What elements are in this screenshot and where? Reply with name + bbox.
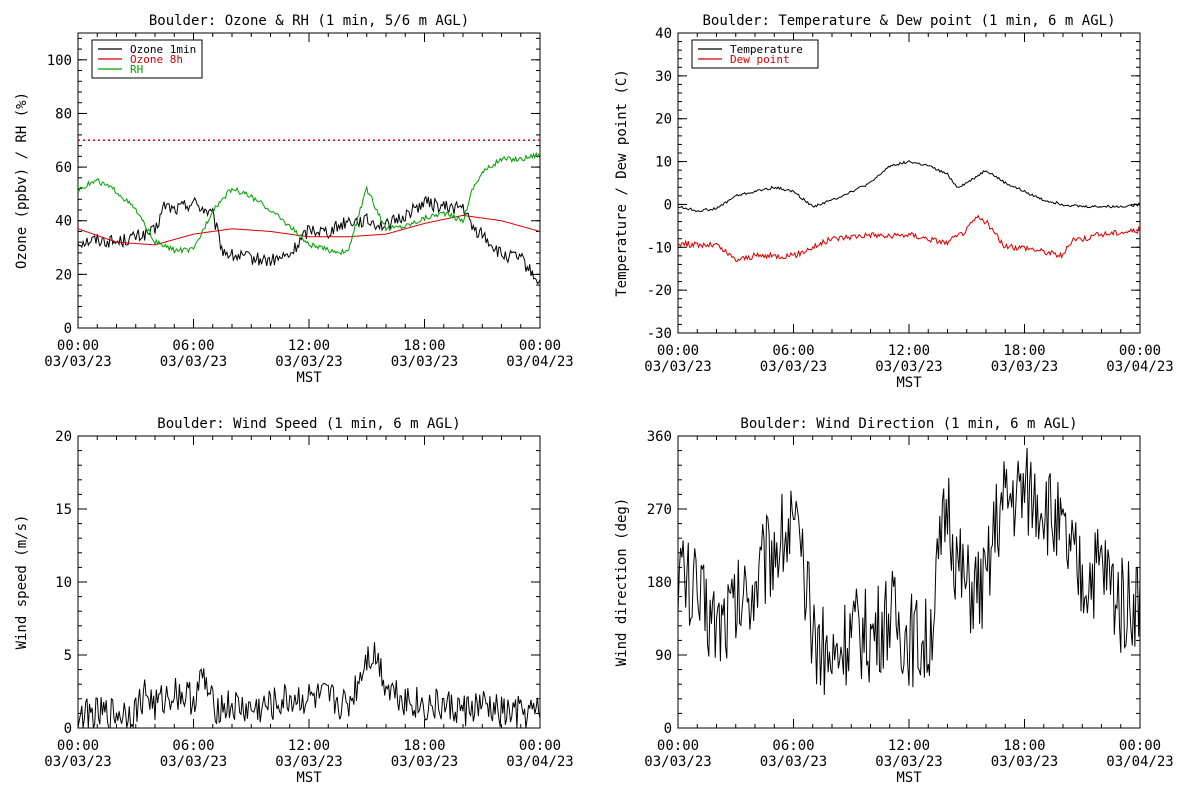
x-tick-time: 00:00 [1119, 343, 1161, 359]
chart-panel-2: Boulder: Temperature & Dew point (1 min,… [614, 13, 1174, 391]
x-tick-date: 03/03/23 [760, 359, 827, 375]
chart-title: Boulder: Temperature & Dew point (1 min,… [702, 13, 1115, 29]
y-tick-label: 20 [655, 112, 672, 128]
x-tick-time: 00:00 [57, 338, 99, 354]
y-axis-label: Wind speed (m/s) [14, 515, 30, 650]
series-line-1 [78, 642, 540, 728]
y-tick-label: 0 [64, 321, 72, 337]
chart-title: Boulder: Ozone & RH (1 min, 5/6 m AGL) [149, 13, 469, 29]
y-tick-label: 40 [55, 214, 72, 230]
y-tick-label: 5 [64, 648, 72, 664]
x-tick-date: 03/03/23 [991, 754, 1058, 770]
x-tick-date: 03/03/23 [644, 754, 711, 770]
legend-label: RH [130, 63, 143, 76]
x-tick-time: 06:00 [772, 343, 814, 359]
x-tick-time: 06:00 [172, 338, 214, 354]
y-tick-label: 270 [647, 502, 672, 518]
chart-title: Boulder: Wind Direction (1 min, 6 m AGL) [740, 416, 1077, 432]
y-tick-label: 360 [647, 429, 672, 445]
x-tick-date: 03/03/23 [875, 359, 942, 375]
y-tick-label: 30 [655, 69, 672, 85]
y-tick-label: 0 [664, 197, 672, 213]
x-tick-time: 18:00 [1003, 738, 1045, 754]
x-tick-date: 03/03/23 [875, 754, 942, 770]
x-tick-time: 06:00 [172, 738, 214, 754]
series-line-3 [78, 151, 540, 256]
y-tick-label: 80 [55, 106, 72, 122]
x-tick-time: 12:00 [888, 738, 930, 754]
x-tick-date: 03/03/23 [391, 754, 458, 770]
legend-label: Temperature [730, 43, 803, 56]
series-line-1 [678, 160, 1140, 213]
x-axis-label: MST [296, 770, 322, 786]
x-tick-date: 03/03/23 [760, 754, 827, 770]
y-tick-label: -30 [647, 326, 672, 342]
x-axis-label: MST [896, 770, 922, 786]
x-tick-date: 03/03/23 [160, 754, 227, 770]
x-tick-time: 06:00 [772, 738, 814, 754]
x-tick-time: 00:00 [657, 343, 699, 359]
legend-label: Ozone 1min [130, 43, 196, 56]
x-tick-time: 18:00 [403, 338, 445, 354]
x-tick-date: 03/03/23 [160, 354, 227, 370]
y-axis-label: Wind direction (deg) [614, 498, 630, 667]
x-tick-time: 00:00 [57, 738, 99, 754]
x-tick-date: 03/03/23 [275, 354, 342, 370]
legend-label: Ozone 8h [130, 53, 183, 66]
y-tick-label: 60 [55, 160, 72, 176]
x-tick-date: 03/03/23 [44, 754, 111, 770]
series-line-2 [78, 214, 540, 246]
legend-box [691, 39, 819, 69]
x-tick-date: 03/04/23 [506, 354, 573, 370]
series-line-1 [78, 195, 540, 285]
x-tick-date: 03/03/23 [644, 359, 711, 375]
chart-title: Boulder: Wind Speed (1 min, 6 m AGL) [157, 416, 460, 432]
x-tick-date: 03/03/23 [44, 354, 111, 370]
y-tick-label: 100 [47, 53, 72, 69]
x-tick-time: 12:00 [888, 343, 930, 359]
y-tick-label: 10 [55, 575, 72, 591]
y-tick-label: 20 [55, 429, 72, 445]
y-tick-label: 0 [64, 721, 72, 737]
y-tick-label: 40 [655, 26, 672, 42]
x-tick-date: 03/04/23 [506, 754, 573, 770]
x-tick-time: 00:00 [1119, 738, 1161, 754]
y-tick-label: 10 [655, 155, 672, 171]
x-tick-date: 03/03/23 [275, 754, 342, 770]
chart-panel-1: Boulder: Ozone & RH (1 min, 5/6 m AGL) 0 2… [14, 13, 574, 386]
y-tick-label: 0 [664, 721, 672, 737]
x-tick-date: 03/03/23 [391, 354, 458, 370]
y-tick-label: 180 [647, 575, 672, 591]
x-tick-time: 18:00 [1003, 343, 1045, 359]
plot-frame [677, 32, 1141, 334]
y-tick-label: 20 [55, 267, 72, 283]
x-tick-time: 00:00 [519, 338, 561, 354]
series-line-2 [678, 214, 1140, 263]
x-tick-date: 03/04/23 [1106, 359, 1173, 375]
series-line-1 [678, 447, 1140, 695]
y-axis-label: Ozone (ppbv) / RH (%) [14, 92, 30, 269]
chart-panel-3: Boulder: Wind Speed (1 min, 6 m AGL) 0 5 10… [14, 416, 574, 786]
x-tick-time: 12:00 [288, 338, 330, 354]
x-tick-date: 03/04/23 [1106, 754, 1173, 770]
legend-label: Dew point [730, 53, 790, 66]
x-axis-label: MST [296, 370, 322, 386]
y-tick-label: 15 [55, 502, 72, 518]
y-tick-label: -10 [647, 240, 672, 256]
y-tick-label: 90 [655, 648, 672, 664]
x-tick-time: 12:00 [288, 738, 330, 754]
y-axis-label: Temperature / Dew point (C) [614, 69, 630, 297]
x-tick-date: 03/03/23 [991, 359, 1058, 375]
x-tick-time: 00:00 [519, 738, 561, 754]
y-tick-label: -20 [647, 283, 672, 299]
x-tick-time: 00:00 [657, 738, 699, 754]
x-tick-time: 18:00 [403, 738, 445, 754]
chart-panel-4: Boulder: Wind Direction (1 min, 6 m AGL)… [614, 416, 1174, 786]
x-axis-label: MST [896, 375, 922, 391]
